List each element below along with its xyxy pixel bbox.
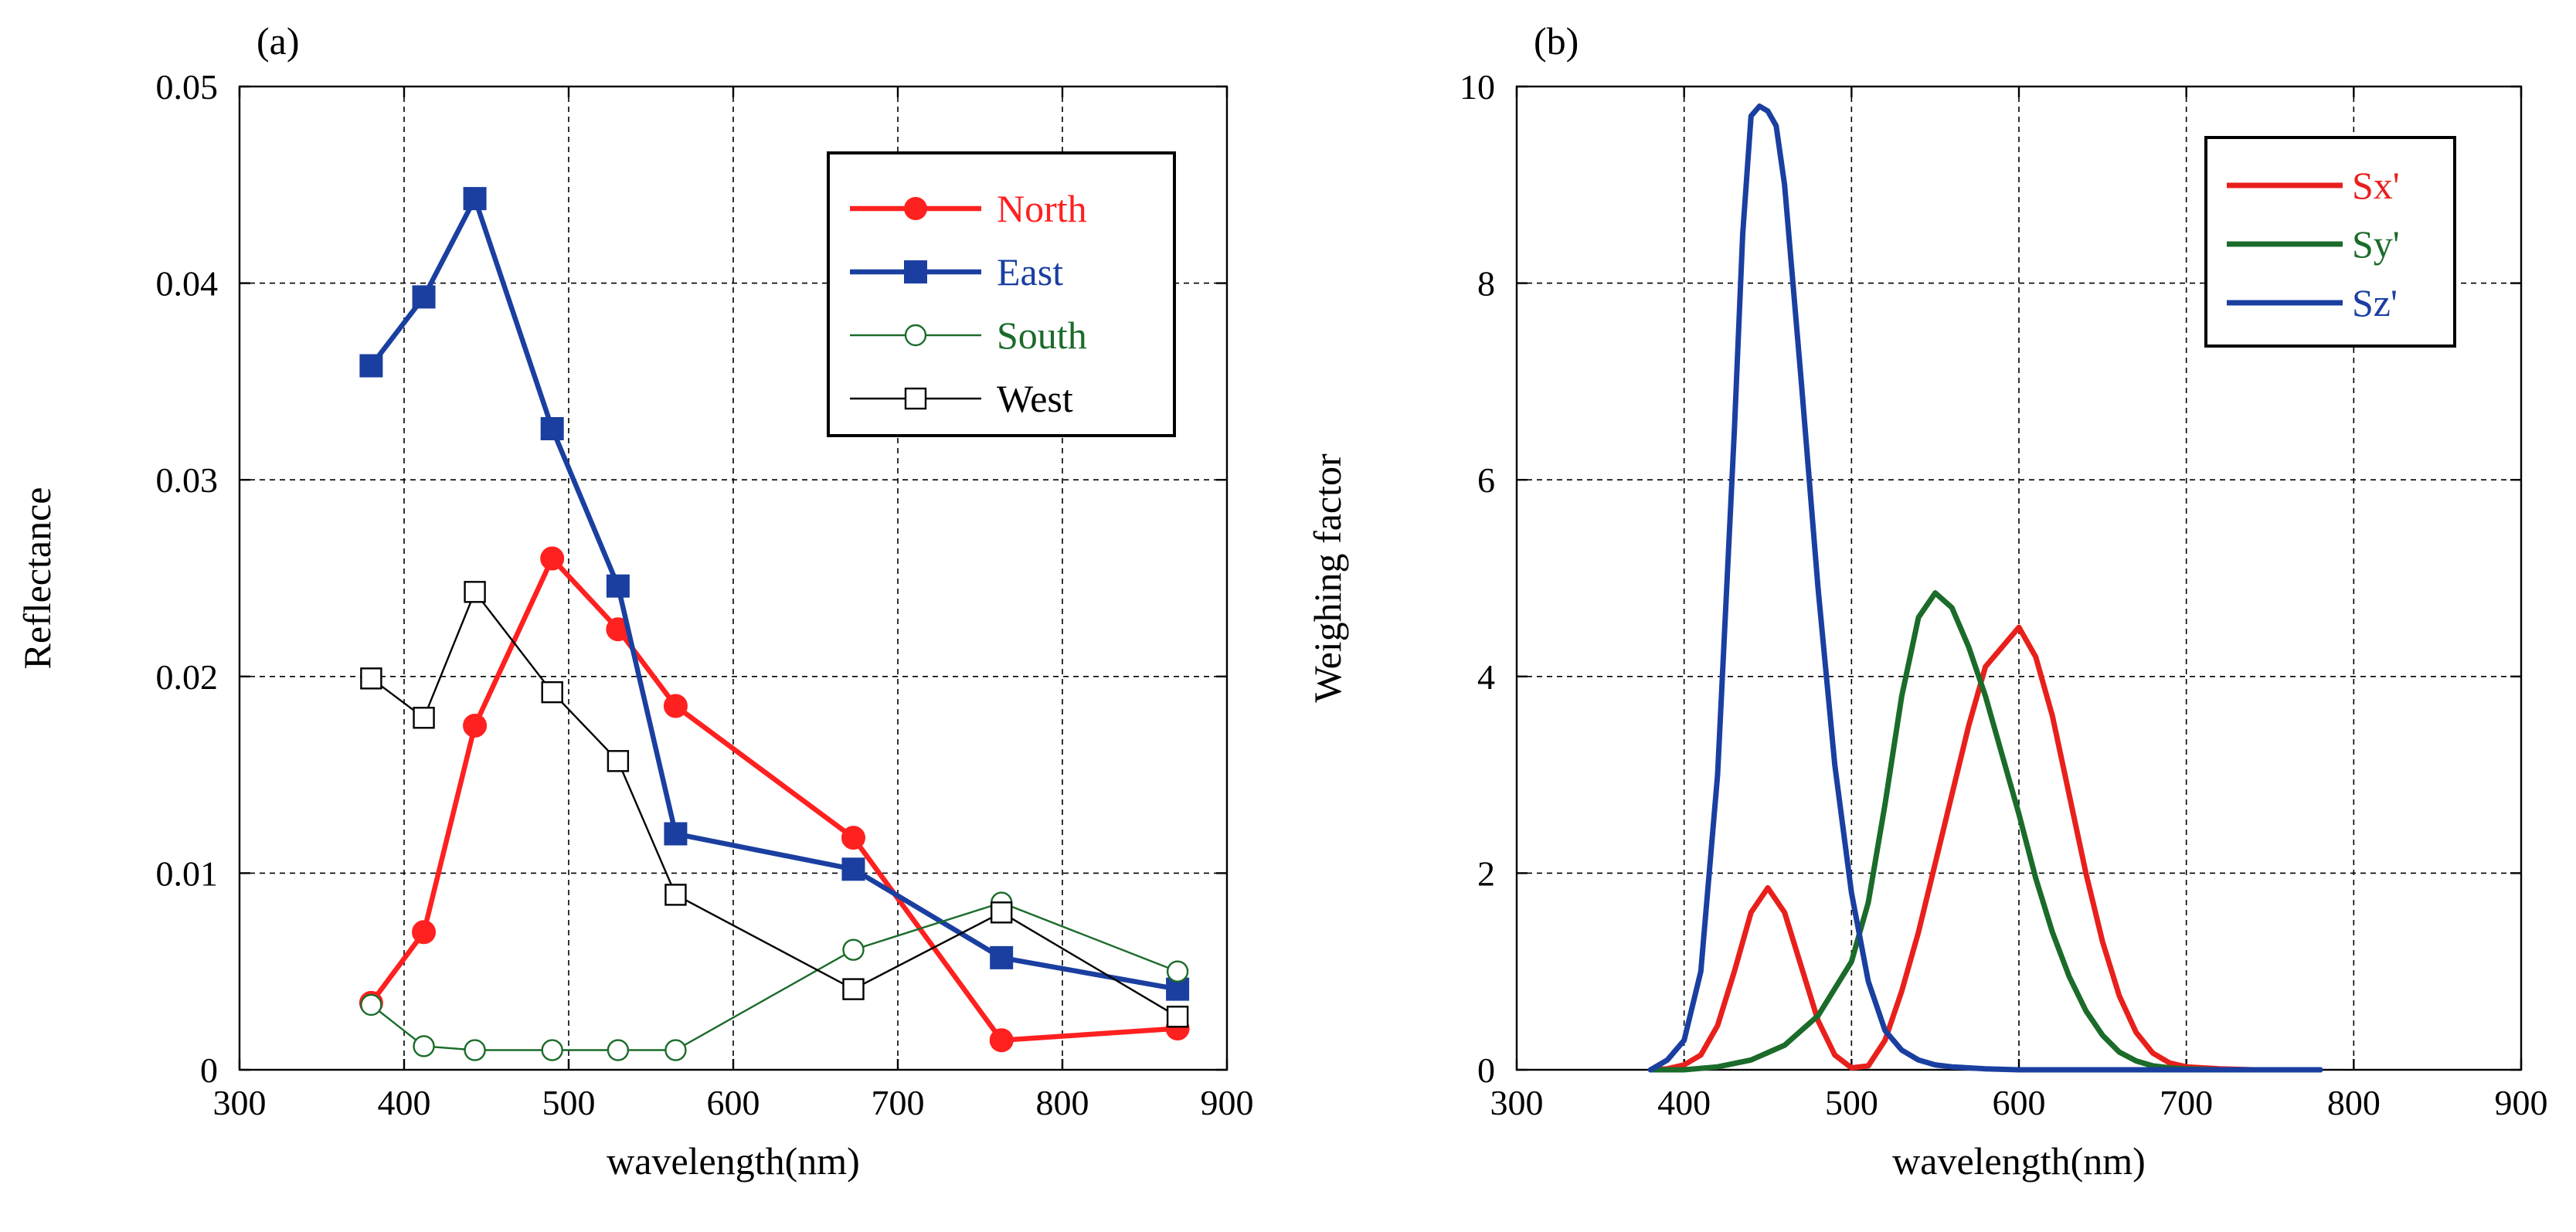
panel-label: (a) [257, 19, 300, 63]
point-east [841, 857, 865, 881]
series-line-west [370, 591, 1179, 1018]
point-south [1166, 960, 1189, 983]
point-south [413, 1035, 435, 1057]
chart-b-weighing-factor: 300 400 500 600 700 800 900 0 2 4 6 8 10 wavelength(n… [1306, 19, 2548, 1183]
point-west [413, 707, 435, 729]
x-tick-label: 300 [1490, 1083, 1544, 1122]
series-line-south [370, 901, 1179, 1051]
legend-label: Sx' [2352, 164, 2400, 207]
x-tick-label: 400 [378, 1083, 431, 1122]
y-tick-label: 0.03 [156, 460, 219, 500]
point-west [360, 667, 382, 690]
y-tick-label: 0 [200, 1050, 218, 1090]
y-tick-label: 0.01 [156, 854, 219, 893]
x-tick-label: 900 [1201, 1083, 1254, 1122]
point-north [841, 826, 865, 850]
point-west [1166, 1006, 1189, 1028]
y-tick-label: 0.04 [156, 264, 219, 304]
y-tick-label: 6 [1477, 460, 1495, 500]
x-tick-label: 700 [872, 1083, 925, 1122]
x-tick-label: 600 [707, 1083, 760, 1122]
point-north [663, 694, 688, 718]
x-tick-label: 400 [1657, 1083, 1711, 1122]
point-west [664, 884, 687, 906]
point-east [359, 354, 383, 378]
legend-label: Sz' [2352, 281, 2398, 324]
legend-box [827, 151, 1176, 437]
y-tick-label: 0 [1477, 1050, 1495, 1090]
y-tick-label: 8 [1477, 264, 1495, 304]
legend-marker [904, 324, 927, 347]
x-tick-label: 900 [2495, 1083, 2548, 1122]
legend-marker [904, 387, 927, 410]
point-east [463, 187, 487, 211]
x-tick-label: 300 [213, 1083, 267, 1122]
point-east [412, 285, 436, 309]
chart-a-reflectance: 300 400 500 600 700 800 900 0 0.01 0.02 0.03 0.04 0.… [15, 19, 1254, 1183]
x-tick-label: 800 [2327, 1083, 2381, 1122]
legend-label: Sy' [2352, 222, 2400, 266]
point-east [606, 574, 630, 598]
point-south [607, 1039, 630, 1061]
point-south [541, 1039, 563, 1061]
x-tick-label: 500 [1825, 1083, 1878, 1122]
legend-label: South [997, 314, 1087, 357]
point-south [664, 1039, 687, 1061]
legend-marker [904, 197, 927, 220]
x-tick-label: 600 [1993, 1083, 2046, 1122]
legend-label: East [997, 250, 1063, 294]
point-south [360, 993, 382, 1016]
y-tick-label: 4 [1477, 657, 1495, 697]
y-axis-title: Reflectance [15, 487, 59, 670]
point-north [540, 546, 565, 571]
legend-label: North [997, 187, 1087, 230]
y-tick-label: 10 [1460, 67, 1495, 107]
point-east [540, 417, 564, 441]
point-west [607, 750, 630, 772]
y-tick-label: 2 [1477, 854, 1495, 893]
point-south [464, 1039, 486, 1061]
x-tick-label: 500 [542, 1083, 596, 1122]
point-east [990, 945, 1014, 969]
point-south [842, 938, 865, 961]
panel-label: (b) [1534, 19, 1579, 63]
x-axis-title: wavelength(nm) [607, 1139, 860, 1183]
point-west [541, 680, 563, 704]
y-tick-label: 0.05 [156, 67, 219, 107]
point-north [989, 1028, 1014, 1053]
point-west [842, 978, 865, 1000]
point-north [412, 920, 437, 945]
series-line-sz [1647, 104, 2323, 1073]
x-axis-title: wavelength(nm) [1892, 1139, 2146, 1183]
point-east [664, 822, 688, 846]
legend-label: West [997, 377, 1073, 420]
x-tick-label: 700 [2160, 1083, 2213, 1122]
legend-marker [904, 260, 927, 283]
point-west [990, 901, 1013, 924]
y-axis-title: Weighing factor [1306, 453, 1349, 703]
point-west [464, 581, 486, 603]
x-tick-label: 800 [1036, 1083, 1089, 1122]
y-tick-label: 0.02 [156, 657, 219, 697]
point-north [463, 713, 488, 738]
series-line-sx [1647, 624, 2323, 1073]
